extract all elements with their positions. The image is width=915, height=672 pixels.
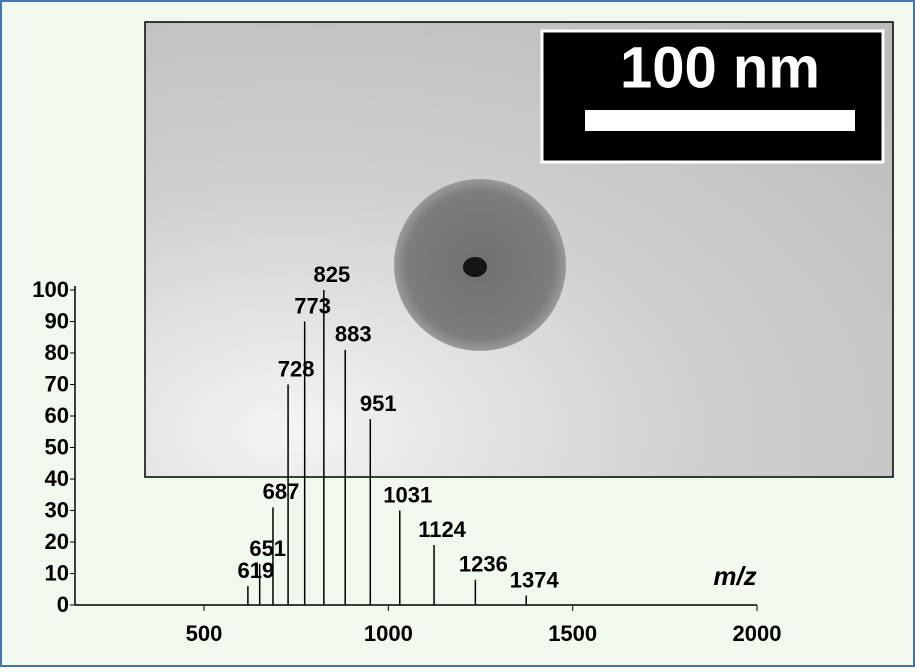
y-tick-label: 100 (32, 277, 69, 302)
peak-label: 1236 (459, 552, 508, 577)
inset-image: 100 nm (144, 21, 894, 478)
x-tick-label: 1500 (548, 621, 597, 646)
scale-box (540, 29, 885, 164)
peak-label: 773 (294, 293, 331, 318)
peak-label: 651 (249, 536, 286, 561)
peak-label: 825 (313, 262, 350, 287)
peak-label: 619 (238, 558, 275, 583)
scale-label: 100 nm (620, 35, 820, 100)
peak-label: 883 (335, 322, 372, 347)
y-tick-label: 40 (45, 466, 69, 491)
x-tick-label: 2000 (733, 621, 782, 646)
scale-bar (585, 110, 855, 131)
peak-label: 1124 (418, 517, 466, 542)
peak-label: 728 (278, 356, 315, 381)
y-tick-label: 70 (45, 371, 69, 396)
y-tick-label: 0 (57, 592, 69, 617)
core (463, 257, 487, 277)
y-tick-label: 20 (45, 529, 69, 554)
peak-label: 951 (360, 391, 397, 416)
peak-label: 1374 (510, 567, 560, 592)
x-tick-label: 1000 (364, 621, 413, 646)
y-tick-label: 90 (45, 308, 69, 333)
y-tick-label: 10 (45, 560, 69, 585)
y-tick-label: 80 (45, 340, 69, 365)
peak-label: 1031 (383, 482, 432, 507)
y-tick-label: 30 (45, 497, 69, 522)
peak-label: 687 (263, 479, 300, 504)
y-tick-label: 60 (45, 403, 69, 428)
y-tick-label: 50 (45, 434, 69, 459)
x-axis-label: m/z (713, 561, 756, 591)
x-tick-label: 500 (186, 621, 223, 646)
